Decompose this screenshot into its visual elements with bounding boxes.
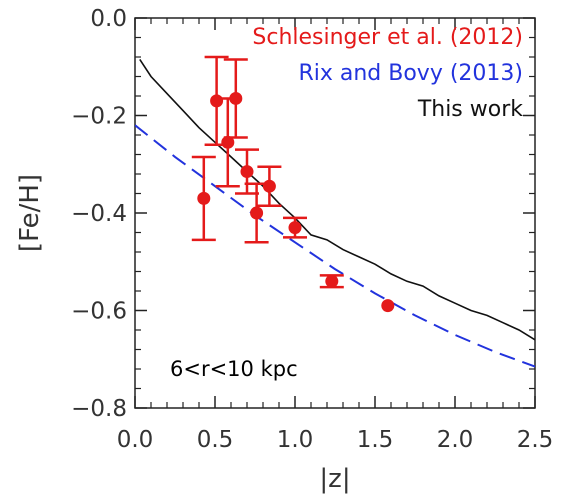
data-point [325, 274, 339, 288]
data-point-group [204, 55, 229, 146]
data-point [262, 179, 276, 193]
x-axis-ticks: 0.0 0.5 1.0 1.5 2.0 2.5 [117, 18, 554, 453]
x-tick-label: 1.0 [277, 427, 314, 453]
y-axis-label: [Fe/H] [15, 174, 45, 252]
data-point-group [283, 216, 307, 239]
x-tick-label: 0.0 [117, 427, 154, 453]
y-tick-label: 0.0 [90, 6, 127, 32]
y-tick-label: −0.2 [71, 104, 127, 130]
data-point-group [244, 182, 269, 244]
data-point [250, 206, 264, 220]
data-point-group [381, 299, 395, 313]
legend-entry: Schlesinger et al. (2012) [252, 25, 523, 50]
x-tick-label: 0.5 [197, 427, 234, 453]
y-tick-label: −0.6 [71, 299, 127, 325]
data-point [229, 91, 243, 105]
legend-entry: This work [417, 97, 523, 122]
legend-entry: Rix and Bovy (2013) [298, 61, 523, 86]
x-axis-label: |z| [319, 464, 350, 494]
x-tick-label: 2.0 [437, 427, 474, 453]
x-tick-label: 2.5 [517, 427, 554, 453]
data-point-group [319, 274, 344, 289]
data-point [288, 221, 302, 235]
data-point-group [191, 155, 216, 242]
region-annotation: 6<r<10 kpc [170, 357, 298, 381]
x-tick-label: 1.5 [357, 427, 394, 453]
y-axis-ticks: 0.0 −0.2 −0.4 −0.6 −0.8 [71, 6, 535, 422]
data-point-group [223, 58, 248, 139]
data-point [197, 191, 211, 205]
rix-bovy-line [135, 124, 535, 368]
data-point [381, 299, 395, 313]
data-point-group [235, 148, 259, 195]
data-point-group [257, 165, 282, 207]
y-tick-label: −0.4 [71, 201, 127, 227]
legend: Schlesinger et al. (2012) Rix and Bovy (2… [252, 25, 523, 122]
data-point-group [215, 97, 240, 188]
data-point [210, 94, 224, 108]
this-work-line [139, 58, 535, 341]
series-layer [135, 55, 535, 368]
y-tick-label: −0.8 [71, 396, 127, 422]
data-point [221, 135, 235, 149]
data-point [240, 165, 254, 179]
